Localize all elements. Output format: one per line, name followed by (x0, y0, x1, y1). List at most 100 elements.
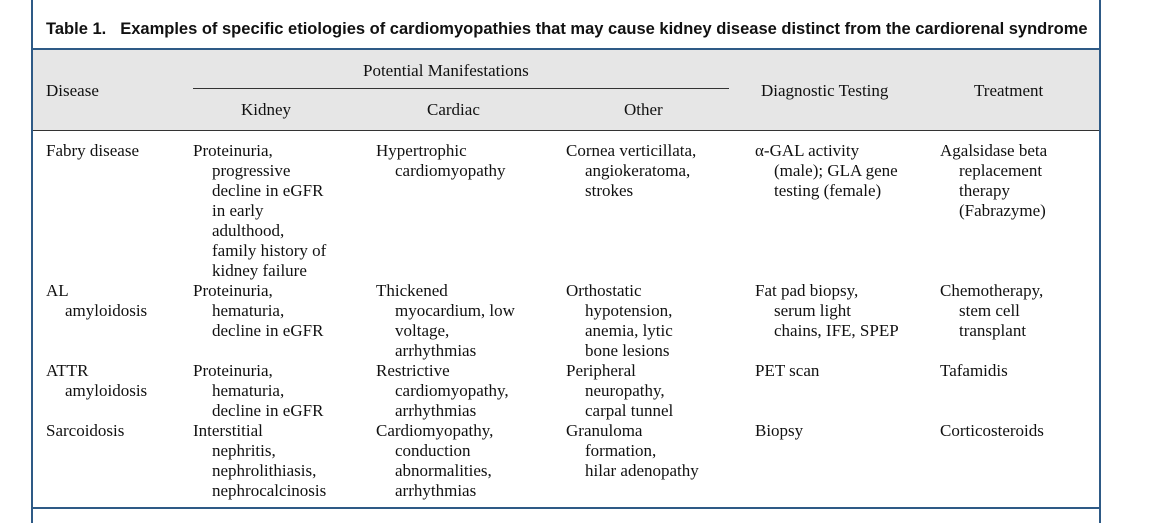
cell-line: Proteinuria, (193, 141, 273, 160)
header-diagnostic-testing: Diagnostic Testing (761, 81, 889, 100)
cell-line: Chemotherapy, (940, 281, 1044, 300)
cell-line: Fat pad biopsy, (755, 281, 859, 300)
header-treatment: Treatment (974, 81, 1044, 100)
cell-disease: AL amyloidosis (46, 281, 147, 321)
cell-line: in early (212, 201, 264, 220)
cell-line: Proteinuria, (193, 281, 273, 300)
table-title: Table 1. Examples of specific etiologies … (46, 20, 1088, 39)
cell-diagnostic: Biopsy (755, 421, 803, 441)
table-bottom-rule (33, 507, 1099, 509)
cell-disease: Fabry disease (46, 141, 139, 161)
cell-line: Proteinuria, (193, 361, 273, 380)
cell-line: chains, IFE, SPEP (774, 321, 899, 340)
cell-cardiac: Cardiomyopathy, conduction abnormalities, a… (376, 421, 493, 501)
cell-diagnostic: Fat pad biopsy, serum light chains, IFE, S… (755, 281, 899, 341)
cell-disease: Sarcoidosis (46, 421, 124, 441)
cell-line: replacement (959, 161, 1043, 180)
header-potential-manifestations: Potential Manifestations (363, 61, 529, 80)
cell-line: Corticosteroids (940, 421, 1044, 440)
cell-other: Peripheral neuropathy, carpal tunnel (566, 361, 673, 421)
cell-other: Orthostatic hypotension, anemia, lytic bone… (566, 281, 673, 361)
cell-treatment: Agalsidase beta replacement therapy (Fabraz… (940, 141, 1047, 221)
cell-line: testing (female) (774, 181, 882, 200)
header-kidney: Kidney (241, 100, 292, 119)
cell-line: decline in eGFR (212, 321, 324, 340)
cell-line: voltage, (395, 321, 450, 340)
cell-line: PET scan (755, 361, 820, 380)
cell-line: stem cell (959, 301, 1020, 320)
cell-cardiac: Thickened myocardium, low voltage, arrhythm… (376, 281, 515, 361)
cell-line: hematuria, (212, 381, 285, 400)
cell-line: (Fabrazyme) (959, 201, 1046, 220)
cell-line: kidney failure (212, 261, 307, 280)
cell-line: angiokeratoma, (585, 161, 691, 180)
table-header (33, 50, 1099, 130)
cell-treatment: Tafamidis (940, 361, 1008, 381)
cell-treatment: Corticosteroids (940, 421, 1044, 441)
cell-kidney: Proteinuria, hematuria, decline in eGFR (193, 361, 323, 421)
cell-line: strokes (585, 181, 634, 200)
cell-line: decline in eGFR (212, 401, 324, 420)
cell-line: family history of (212, 241, 327, 260)
cell-line: carpal tunnel (585, 401, 674, 420)
cell-line: cardiomyopathy, (395, 381, 509, 400)
cell-line: Interstitial (193, 421, 263, 440)
cell-line: conduction (395, 441, 471, 460)
cell-line: Fabry disease (46, 141, 140, 160)
cell-treatment: Chemotherapy, stem cell transplant (940, 281, 1043, 341)
cell-line: Peripheral (566, 361, 636, 380)
cell-cardiac: Hypertrophic cardiomyopathy (376, 141, 505, 181)
cell-line: formation, (585, 441, 657, 460)
cell-line: Orthostatic (566, 281, 642, 300)
cell-line: bone lesions (585, 341, 670, 360)
cell-other: Cornea verticillata, angiokeratoma, stroke… (566, 141, 696, 201)
cell-line: Agalsidase beta (940, 141, 1048, 160)
cell-disease: ATTR amyloidosis (46, 361, 147, 401)
cell-line: anemia, lytic (585, 321, 673, 340)
cell-line: ATTR (46, 361, 89, 380)
cell-line: Biopsy (755, 421, 804, 440)
header-other: Other (624, 100, 663, 119)
potential-manifestations-rule (193, 88, 729, 89)
cell-diagnostic: α-GAL activity (male); GLA gene testing (f… (755, 141, 898, 201)
cell-line: hematuria, (212, 301, 285, 320)
cell-diagnostic: PET scan (755, 361, 819, 381)
cell-line: therapy (959, 181, 1010, 200)
cell-line: cardiomyopathy (395, 161, 506, 180)
table-frame: Table 1. Examples of specific etiologies … (31, 0, 1101, 523)
cell-line: adulthood, (212, 221, 285, 240)
cell-line: Hypertrophic (376, 141, 467, 160)
cell-line: myocardium, low (395, 301, 515, 320)
cell-line: arrhythmias (395, 481, 477, 500)
cell-line: Thickened (376, 281, 448, 300)
cell-line: amyloidosis (65, 381, 148, 400)
cell-line: Cardiomyopathy, (376, 421, 494, 440)
table-title-bar: Table 1. Examples of specific etiologies … (33, 0, 1099, 50)
cell-cardiac: Restrictive cardiomyopathy, arrhythmias (376, 361, 509, 421)
table-label: Table 1. (46, 20, 107, 38)
cell-line: Cornea verticillata, (566, 141, 697, 160)
cell-line: decline in eGFR (212, 181, 324, 200)
cell-line: nephrocalcinosis (212, 481, 327, 500)
cell-line: neuropathy, (585, 381, 665, 400)
header-bottom-rule (33, 130, 1099, 131)
cell-line: Sarcoidosis (46, 421, 125, 440)
table-caption: Examples of specific etiologies of cardi… (120, 20, 1088, 38)
cell-kidney: Proteinuria, hematuria, decline in eGFR (193, 281, 323, 341)
cell-line: serum light (774, 301, 851, 320)
cell-line: hilar adenopathy (585, 461, 699, 480)
cell-kidney: Proteinuria, progressive decline in eGFR in… (193, 141, 326, 281)
cell-kidney: Interstitial nephritis, nephrolithiasis, ne… (193, 421, 326, 501)
cell-line: nephritis, (212, 441, 276, 460)
header-cardiac: Cardiac (427, 100, 480, 119)
cell-line: abnormalities, (395, 461, 492, 480)
cell-line: amyloidosis (65, 301, 148, 320)
cell-other: Granuloma formation, hilar adenopathy (566, 421, 699, 481)
cell-line: arrhythmias (395, 341, 477, 360)
cell-line: Restrictive (376, 361, 450, 380)
header-disease: Disease (46, 81, 99, 100)
cell-line: transplant (959, 321, 1027, 340)
cell-line: (male); GLA gene (774, 161, 898, 180)
cell-line: progressive (212, 161, 291, 180)
cell-line: α-GAL activity (755, 141, 860, 160)
